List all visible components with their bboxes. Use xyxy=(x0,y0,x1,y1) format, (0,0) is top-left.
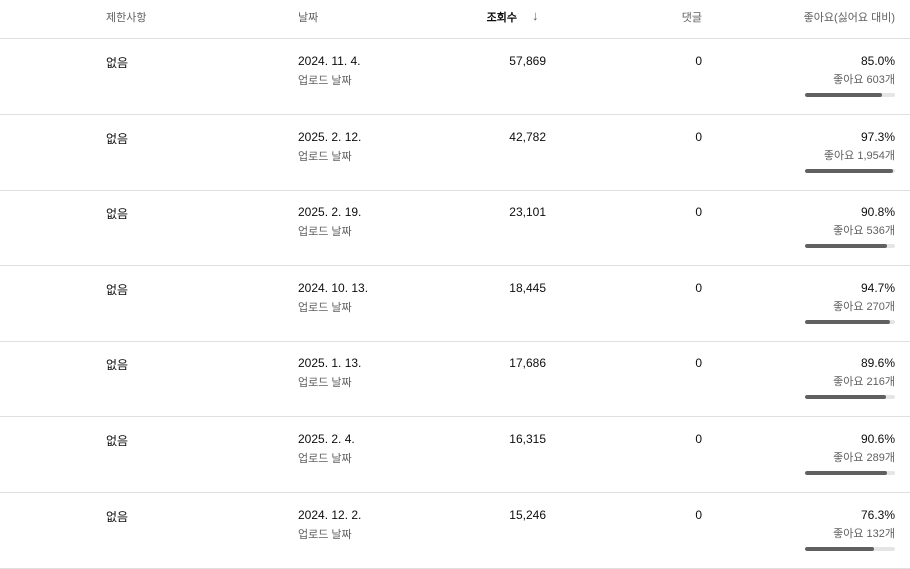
date-value: 2025. 2. 4. xyxy=(298,432,355,446)
comments-value: 0 xyxy=(695,507,702,522)
restriction-value: 없음 xyxy=(106,207,129,222)
like-ratio-bar-fill xyxy=(805,319,891,324)
like-ratio-bar-fill xyxy=(805,244,887,249)
like-ratio-bar xyxy=(805,546,895,551)
views-value: 57,869 xyxy=(509,54,546,68)
date-type-label: 업로드 날짜 xyxy=(298,75,352,87)
table-row[interactable]: 없음 2025. 2. 19. 업로드 날짜 23,101 0 90.8% 좋아… xyxy=(0,190,910,267)
date-value: 2024. 11. 4. xyxy=(298,54,361,68)
like-ratio-bar-fill xyxy=(805,395,886,400)
likes-count: 좋아요 289개 xyxy=(833,452,895,464)
table-header: 제한사항 날짜 조회수 ↓ 댓글 좋아요(싫어요 대비) xyxy=(0,0,910,39)
comments-value: 0 xyxy=(695,205,702,220)
comments-value: 0 xyxy=(695,280,702,295)
like-ratio-bar xyxy=(805,395,895,400)
restriction-value: 없음 xyxy=(106,358,129,373)
like-ratio-value: 94.7% xyxy=(860,280,895,295)
table-row[interactable]: 없음 2025. 2. 12. 업로드 날짜 42,782 0 97.3% 좋아… xyxy=(0,115,910,191)
like-ratio-value: 76.3% xyxy=(860,507,895,522)
like-ratio-bar xyxy=(805,168,895,173)
like-ratio-bar xyxy=(805,244,895,249)
likes-count: 좋아요 216개 xyxy=(833,376,895,389)
like-ratio-bar-fill xyxy=(805,93,882,97)
comments-value: 0 xyxy=(695,432,702,446)
date-type-label: 업로드 날짜 xyxy=(298,226,352,239)
table-row[interactable]: 없음 2024. 10. 13. 업로드 날짜 18,445 0 94.7% 좋… xyxy=(0,266,910,342)
date-value: 2024. 10. 13. xyxy=(298,280,369,295)
column-restrictions[interactable]: 제한사항 xyxy=(106,12,147,24)
date-type-label: 업로드 날짜 xyxy=(298,377,352,390)
like-ratio-value: 97.3% xyxy=(860,129,895,144)
like-ratio-bar xyxy=(805,471,895,475)
comments-value: 0 xyxy=(695,54,702,68)
views-value: 17,686 xyxy=(509,356,546,371)
like-ratio-bar xyxy=(805,319,895,324)
table-row[interactable]: 없음 2025. 2. 4. 업로드 날짜 16,315 0 90.6% 좋아요… xyxy=(0,417,910,493)
date-type-label: 업로드 날짜 xyxy=(298,150,352,163)
restriction-value: 없음 xyxy=(106,56,129,70)
likes-count: 좋아요 603개 xyxy=(833,74,895,86)
views-value: 18,445 xyxy=(509,280,546,295)
arrow-down-icon[interactable]: ↓ xyxy=(532,8,539,23)
table-row[interactable]: 없음 2025. 1. 13. 업로드 날짜 17,686 0 89.6% 좋아… xyxy=(0,341,910,418)
comments-value: 0 xyxy=(695,129,702,144)
comments-value: 0 xyxy=(695,356,702,371)
like-ratio-bar-fill xyxy=(805,546,874,551)
column-comments[interactable]: 댓글 xyxy=(681,12,702,24)
date-type-label: 업로드 날짜 xyxy=(298,453,352,465)
table-row[interactable]: 없음 2024. 11. 4. 업로드 날짜 57,869 0 85.0% 좋아… xyxy=(0,39,910,115)
date-type-label: 업로드 날짜 xyxy=(298,301,352,314)
views-value: 42,782 xyxy=(509,129,546,144)
column-likes[interactable]: 좋아요(싫어요 대비) xyxy=(803,12,895,24)
date-value: 2025. 2. 12. xyxy=(298,129,362,144)
restriction-value: 없음 xyxy=(106,131,129,146)
column-views[interactable]: 조회수 xyxy=(486,12,517,24)
likes-count: 좋아요 1,954개 xyxy=(823,149,895,162)
restriction-value: 없음 xyxy=(106,282,129,297)
likes-count: 좋아요 270개 xyxy=(833,300,895,313)
likes-count: 좋아요 132개 xyxy=(833,527,895,540)
views-value: 23,101 xyxy=(509,205,546,220)
like-ratio-bar xyxy=(805,93,895,97)
date-type-label: 업로드 날짜 xyxy=(298,528,352,541)
date-value: 2025. 1. 13. xyxy=(298,356,362,371)
like-ratio-bar-fill xyxy=(805,471,887,475)
column-date[interactable]: 날짜 xyxy=(298,12,319,24)
like-ratio-value: 90.8% xyxy=(860,205,895,220)
table-row[interactable]: 없음 2024. 12. 2. 업로드 날짜 15,246 0 76.3% 좋아… xyxy=(0,493,910,569)
date-value: 2025. 2. 19. xyxy=(298,205,362,220)
like-ratio-value: 90.6% xyxy=(860,432,895,446)
like-ratio-bar-fill xyxy=(805,168,893,173)
views-value: 16,315 xyxy=(509,432,546,446)
restriction-value: 없음 xyxy=(106,434,129,448)
date-value: 2024. 12. 2. xyxy=(298,507,362,522)
restriction-value: 없음 xyxy=(106,509,129,524)
like-ratio-value: 89.6% xyxy=(860,356,895,371)
like-ratio-value: 85.0% xyxy=(860,54,895,68)
views-value: 15,246 xyxy=(509,507,546,522)
likes-count: 좋아요 536개 xyxy=(833,225,895,238)
